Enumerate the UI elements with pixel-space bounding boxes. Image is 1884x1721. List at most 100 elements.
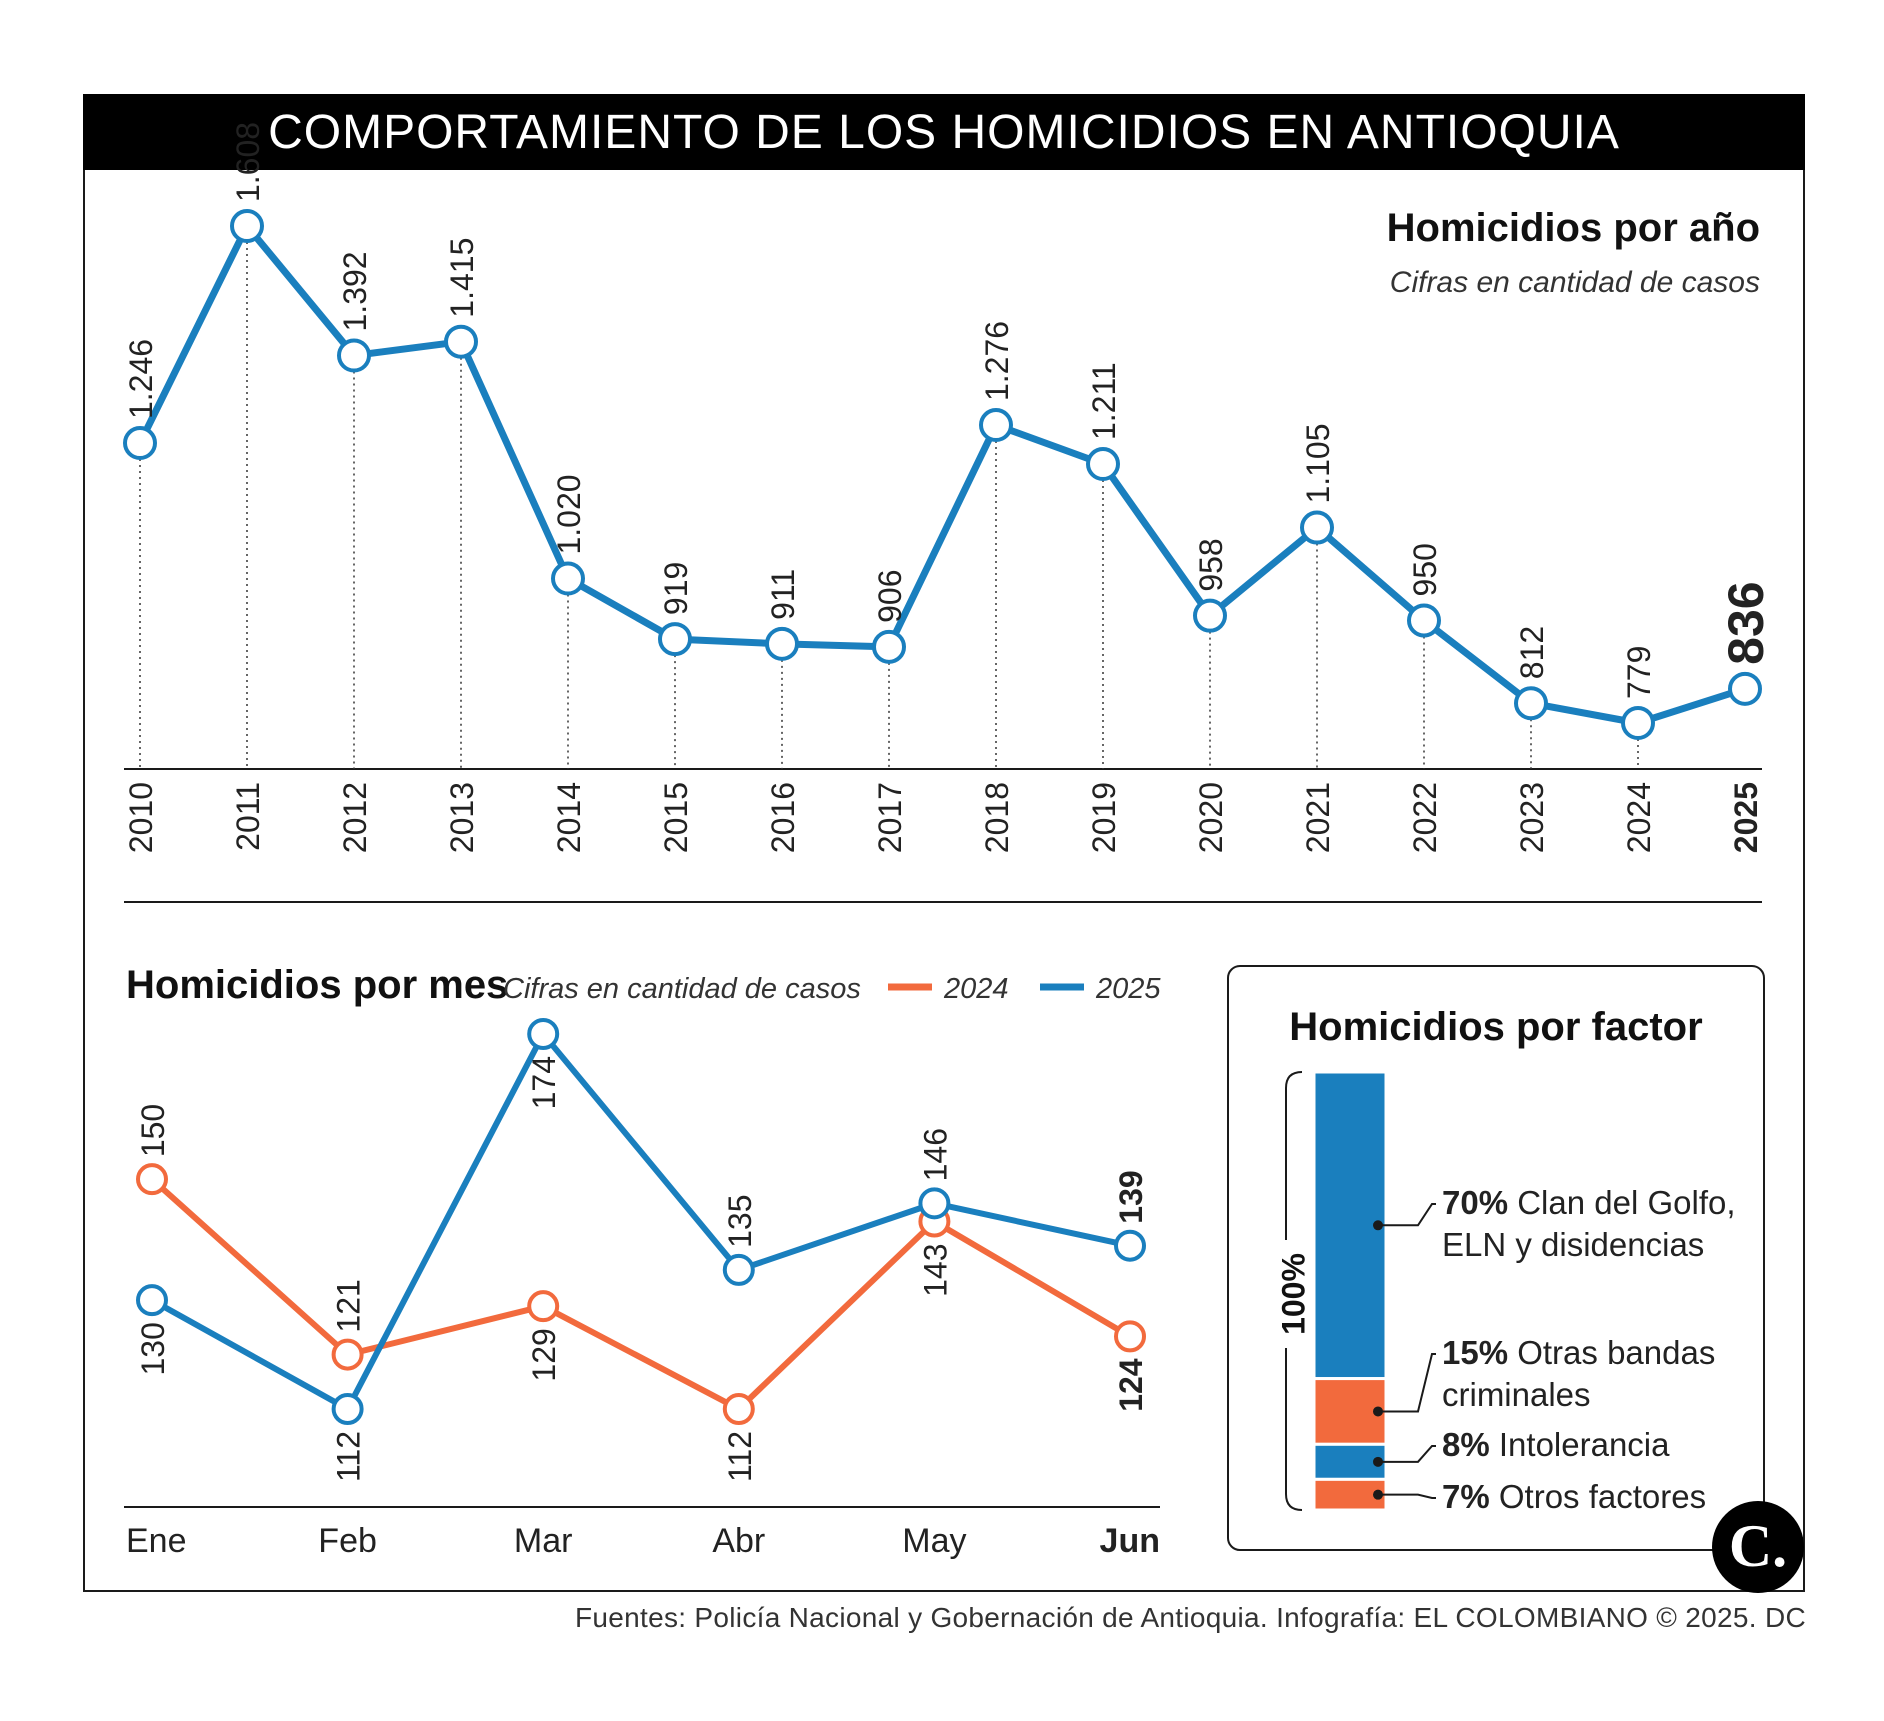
factor-connector-line-2 [1378,1353,1436,1413]
monthly-value-label-2025-Abr: 135 [722,1194,758,1247]
monthly-point-2025-Mar [527,1018,560,1050]
monthly-chart: Homicidios por mes Cifras en cantidad de… [124,963,1161,1560]
monthly-point-2025-Abr [722,1253,755,1286]
yearly-value-label-2018: 1.276 [979,321,1015,401]
el-colombiano-logo: C. [1712,1501,1804,1593]
yearly-point-2017 [872,629,906,664]
yearly-point-2024 [1621,706,1655,740]
monthly-tick-Feb: Feb [318,1522,377,1560]
monthly-line-2024 [149,1176,1132,1412]
factor-label-2-line-2: criminales [1442,1376,1591,1413]
yearly-tick-2014: 2014 [551,782,587,853]
factor-connector-line-4 [1378,1493,1436,1499]
yearly-tick-2019: 2019 [1086,782,1122,853]
yearly-value-label-2017: 906 [872,569,908,622]
yearly-tick-2025: 2025 [1728,782,1764,853]
yearly-value-label-2025: 836 [1718,581,1774,664]
monthly-point-2025-Feb [331,1393,364,1425]
total-label: 100% [1275,1253,1311,1335]
monthly-line-2025 [150,1031,1131,1412]
monthly-value-label-2025-Ene: 130 [135,1322,171,1375]
yearly-tick-2017: 2017 [872,782,908,853]
factor-panel [1227,965,1765,1551]
monthly-point-2024-Mar [527,1290,560,1323]
factor-label-3-line-1: 8% Intolerancia [1442,1426,1670,1463]
factor-pct-4: 7% [1442,1478,1499,1515]
yearly-tick-2018: 2018 [979,782,1015,853]
factor-label-1-line-2: ELN y disidencias [1442,1226,1704,1263]
yearly-value-label-2014: 1.020 [551,474,587,554]
svg-text:C.: C. [1729,1513,1787,1579]
yearly-value-label-2023: 812 [1514,626,1550,679]
monthly-legend: 2024 2025 [888,973,1161,1005]
monthly-point-2024-Abr [722,1393,755,1425]
yearly-tick-2010: 2010 [123,782,159,853]
monthly-value-label-2024-Mar: 129 [526,1328,562,1381]
yearly-point-2011 [230,209,264,243]
factor-chart: Homicidios por factor 100% 70% Clan del … [1227,965,1765,1551]
yearly-point-2022 [1407,603,1441,638]
factor-bar-segment-3 [1312,1442,1388,1481]
factor-chart-title: Homicidios por factor [1289,1005,1702,1049]
yearly-tick-2024: 2024 [1621,782,1657,853]
yearly-tick-2022: 2022 [1407,782,1443,853]
monthly-tick-Jun: Jun [1100,1522,1160,1560]
yearly-point-2014 [551,561,585,596]
yearly-tick-2020: 2020 [1193,782,1229,853]
yearly-tick-2012: 2012 [337,782,373,853]
yearly-value-label-2012: 1.392 [337,251,373,331]
yearly-value-label-2022: 950 [1407,543,1443,596]
monthly-value-label-2024-Jun: 124 [1113,1358,1149,1412]
source-credit: Fuentes: Policía Nacional y Gobernación … [575,1602,1806,1633]
factor-label-1-line-1: 70% Clan del Golfo, [1442,1184,1736,1221]
factor-label-4-line-1: 7% Otros factores [1442,1478,1706,1515]
yearly-point-2018 [979,408,1013,443]
yearly-point-2020 [1193,598,1227,633]
monthly-value-label-2025-Mar: 174 [526,1056,562,1109]
yearly-value-label-2013: 1.415 [444,238,480,318]
monthly-value-label-2025-Feb: 112 [331,1431,367,1482]
yearly-value-label-2021: 1.105 [1300,423,1336,503]
factor-pct-2: 15% [1442,1334,1517,1371]
yearly-point-2023 [1514,686,1548,721]
legend-label-2024: 2024 [943,973,1009,1005]
monthly-tick-Mar: Mar [514,1522,573,1560]
monthly-tick-Ene: Ene [126,1522,187,1560]
monthly-value-label-2024-Ene: 150 [135,1104,171,1157]
legend-label-2025: 2025 [1095,973,1161,1005]
monthly-chart-title: Homicidios por mes [126,963,508,1007]
page-title: COMPORTAMIENTO DE LOS HOMICIDIOS EN ANTI… [83,94,1805,170]
monthly-value-label-2024-May: 143 [917,1244,953,1297]
factor-connector-line-1 [1378,1203,1436,1227]
monthly-point-2024-Jun [1114,1320,1146,1353]
yearly-tick-2015: 2015 [658,782,694,853]
yearly-point-2025 [1728,671,1762,706]
yearly-value-label-2010: 1.246 [123,339,159,419]
monthly-value-label-2024-Abr: 112 [722,1431,758,1482]
yearly-value-label-2011: 1.608 [230,122,266,202]
yearly-point-2021 [1300,510,1334,545]
yearly-value-label-2020: 958 [1193,538,1229,591]
factor-pct-1: 70% [1442,1184,1517,1221]
monthly-point-2025-May [918,1187,951,1220]
monthly-point-2025-Ene [136,1284,168,1317]
monthly-chart-subtitle: Cifras en cantidad de casos [503,973,861,1005]
yearly-series-line [136,222,1747,727]
monthly-value-label-2025-May: 146 [917,1128,953,1181]
factor-pct-3: 8% [1442,1426,1499,1463]
monthly-point-2024-Ene [136,1163,168,1196]
monthly-tick-Abr: Abr [712,1522,765,1560]
yearly-point-2013 [444,324,478,359]
factor-connector-line-3 [1378,1445,1436,1463]
yearly-tick-2016: 2016 [765,782,801,853]
monthly-value-label-2024-Feb: 121 [331,1279,367,1332]
factor-label-2-line-1: 15% Otras bandas [1442,1334,1715,1371]
monthly-point-2024-Feb [331,1338,364,1371]
yearly-tick-2023: 2023 [1514,782,1550,853]
yearly-chart-title: Homicidios por año [1387,206,1760,250]
yearly-point-2010 [123,426,157,461]
yearly-value-label-2015: 919 [658,562,694,615]
yearly-point-2019 [1086,447,1120,482]
monthly-tick-May: May [902,1522,966,1560]
yearly-point-2015 [658,622,692,657]
